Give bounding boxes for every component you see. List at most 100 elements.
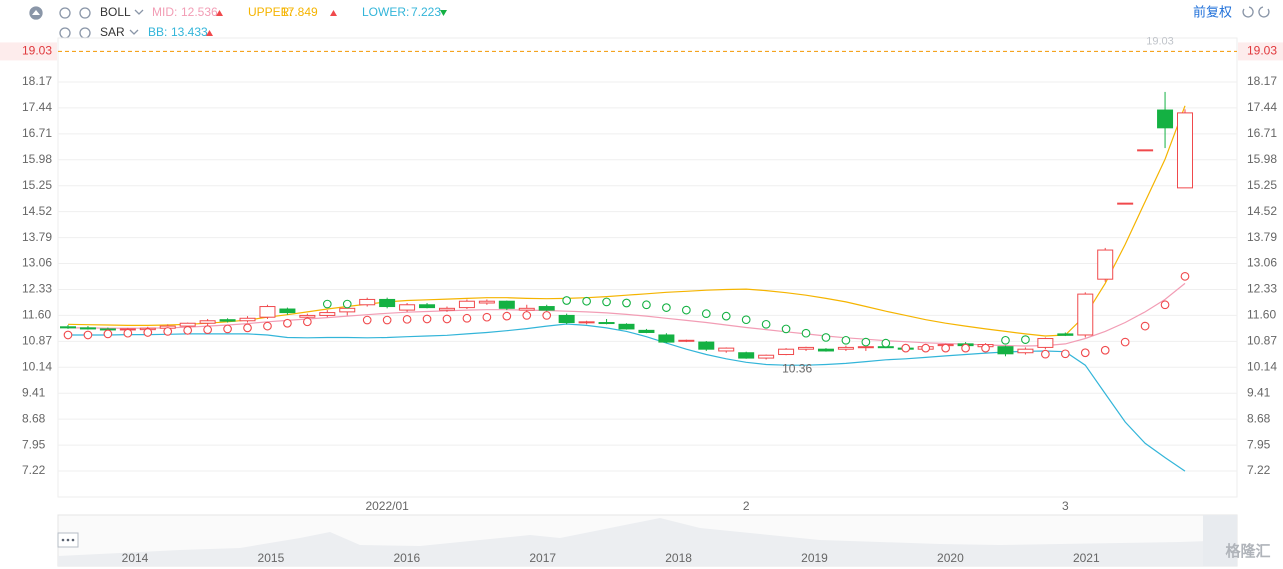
sar-point — [662, 303, 671, 312]
undo-icon[interactable] — [1242, 6, 1254, 18]
candle-body — [79, 327, 96, 330]
navigator-label: 2020 — [937, 551, 964, 565]
y-tick-label-right: 13.79 — [1247, 230, 1277, 244]
candle — [1177, 109, 1193, 189]
candle — [498, 300, 515, 311]
y-tick-label-left: 18.17 — [22, 74, 52, 88]
navigator-label: 2017 — [529, 551, 556, 565]
y-tick-label-right: 7.22 — [1247, 463, 1271, 477]
candle — [379, 297, 396, 309]
y-tick-label-left: 11.60 — [22, 308, 51, 322]
sar-point — [562, 296, 572, 305]
candle-body — [239, 317, 256, 322]
navigator — [57, 514, 1238, 567]
sar-point — [263, 321, 272, 331]
sar-point — [801, 328, 811, 338]
candle — [778, 348, 795, 356]
sar-label[interactable]: SAR — [100, 25, 125, 39]
candle-body — [837, 346, 854, 350]
candle — [399, 302, 416, 312]
sar-dropdown[interactable] — [129, 29, 139, 35]
y-tick-label-right: 13.06 — [1247, 256, 1277, 270]
candle — [538, 304, 555, 312]
candle — [857, 345, 874, 351]
trend-up-icon — [330, 10, 337, 16]
y-tick-label-left: 15.98 — [22, 152, 52, 166]
candle-body — [558, 314, 575, 324]
y-tick-label-right: 17.44 — [1247, 100, 1277, 114]
candle — [438, 306, 455, 312]
sar-point — [1080, 348, 1090, 358]
navigator-label: 2014 — [122, 551, 149, 565]
boll-label[interactable]: BOLL — [100, 5, 131, 19]
candle-body — [1057, 333, 1074, 336]
boll-close[interactable] — [79, 7, 91, 19]
sar-point — [1060, 349, 1070, 359]
candle-body — [478, 300, 495, 304]
candle — [79, 326, 96, 330]
last-price-label-left: 19.03 — [22, 44, 52, 58]
candle-body — [1177, 112, 1193, 189]
sar-point — [462, 313, 472, 323]
menu-dot — [66, 538, 70, 542]
candle — [638, 328, 655, 334]
candle — [1157, 91, 1174, 149]
y-tick-label-right: 11.60 — [1247, 308, 1276, 322]
sar-point — [522, 311, 532, 320]
y-tick-label-left: 17.44 — [22, 100, 52, 114]
candle-body — [578, 321, 595, 324]
candle-body — [179, 322, 196, 327]
sar-settings[interactable] — [59, 27, 71, 39]
sar-point — [143, 328, 153, 337]
y-tick-label-right: 16.71 — [1247, 126, 1277, 140]
boll-dropdown[interactable] — [134, 9, 144, 15]
sar-point — [781, 324, 791, 334]
sar-point — [1021, 335, 1030, 344]
candle — [1117, 202, 1134, 205]
y-tick-label-left: 10.14 — [22, 359, 52, 373]
candle-body — [798, 346, 815, 350]
candle — [279, 307, 296, 315]
sar-point — [83, 330, 93, 340]
sar-point — [881, 338, 891, 348]
candle-body — [658, 334, 675, 343]
legend-value: 13.433 — [171, 25, 208, 39]
candle — [239, 316, 256, 323]
candle — [698, 341, 715, 351]
watermark: 格隆汇 — [1225, 542, 1270, 560]
candle-body — [758, 354, 775, 359]
sar-point — [203, 325, 212, 334]
y-tick-label-left: 7.22 — [22, 463, 46, 477]
candle-body — [339, 307, 356, 313]
sar-point — [1100, 345, 1110, 355]
candle — [1137, 149, 1154, 152]
candle-body — [458, 300, 475, 309]
candle — [1037, 337, 1054, 350]
navigator-window[interactable] — [1203, 515, 1237, 566]
trend-down-icon — [440, 10, 447, 16]
candle-body — [1117, 202, 1134, 205]
sar-close[interactable] — [79, 27, 91, 39]
legend-value: 7.223 — [411, 5, 441, 19]
y-tick-label-right: 15.98 — [1247, 152, 1277, 166]
y-tick-label-right: 15.25 — [1247, 178, 1277, 192]
sar-point — [981, 343, 990, 353]
candle-body — [419, 304, 436, 309]
collapse-arrow — [32, 10, 40, 15]
candle — [319, 310, 336, 318]
redo-icon[interactable] — [1258, 6, 1270, 18]
menu-dot — [71, 538, 75, 542]
legend-name: UPPER: — [248, 5, 293, 19]
boll-settings[interactable] — [59, 7, 71, 19]
sar-point — [721, 311, 731, 321]
candle — [1097, 247, 1114, 282]
candle-body — [997, 346, 1014, 355]
last-price-badge-right — [1238, 42, 1283, 61]
candle-body — [438, 307, 455, 311]
candle-body — [698, 341, 715, 350]
y-tick-label-left: 10.87 — [22, 334, 52, 348]
adjust-mode[interactable]: 前复权 — [1193, 4, 1232, 19]
candle-body — [638, 329, 655, 333]
last-price-label-right: 19.03 — [1247, 44, 1277, 58]
candle-body — [598, 322, 615, 325]
